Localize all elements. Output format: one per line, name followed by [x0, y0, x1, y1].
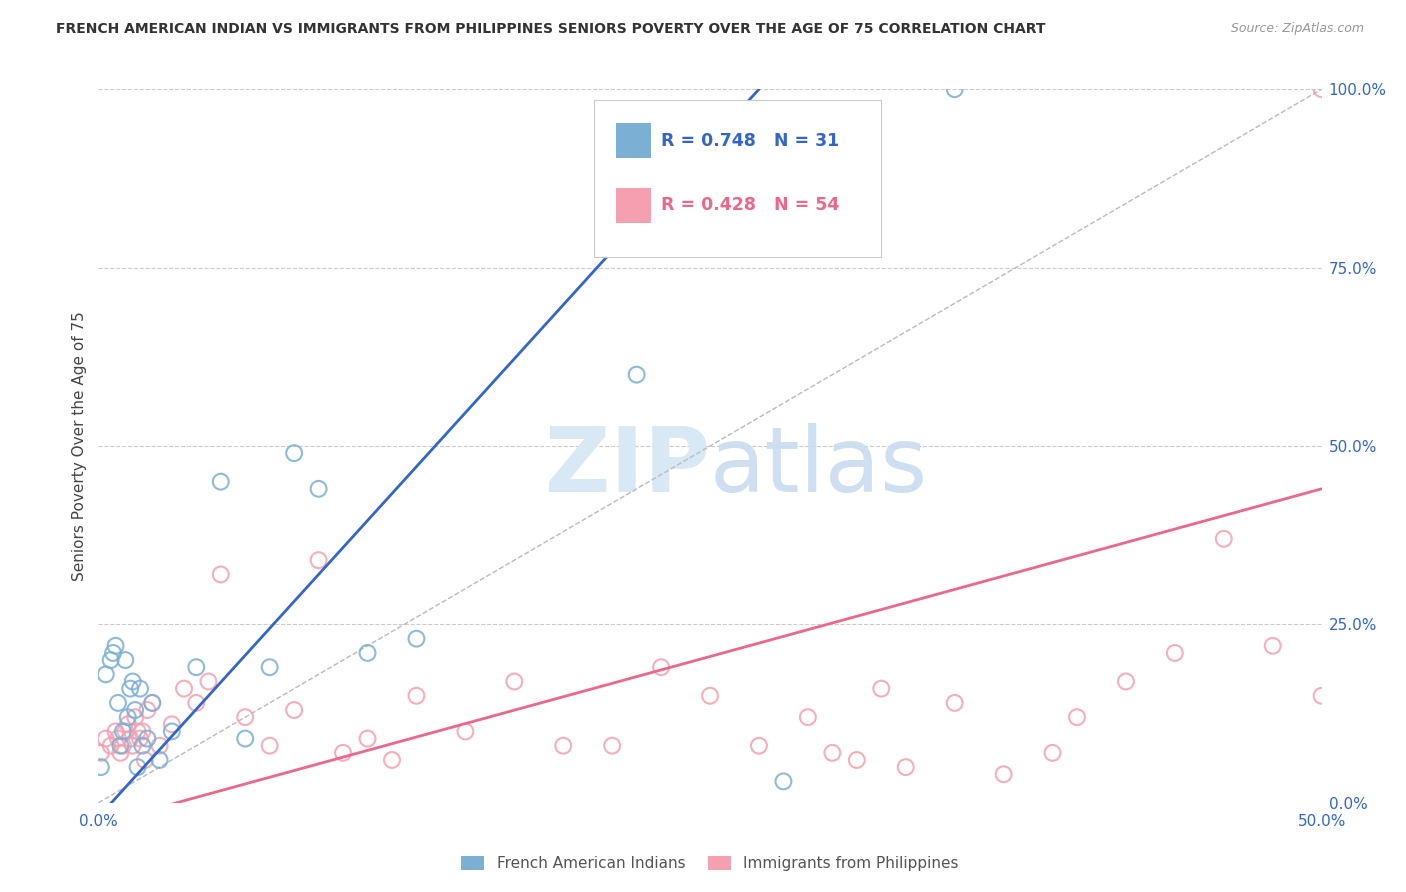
Point	[111, 739, 134, 753]
Point	[117, 717, 139, 731]
Point	[650, 660, 672, 674]
Point	[127, 760, 149, 774]
Point	[332, 746, 354, 760]
Point	[124, 710, 146, 724]
Point	[405, 689, 427, 703]
Y-axis label: Seniors Poverty Over the Age of 75: Seniors Poverty Over the Age of 75	[72, 311, 87, 581]
Point	[197, 674, 219, 689]
Point	[100, 739, 122, 753]
Point	[110, 739, 132, 753]
Point	[1212, 532, 1234, 546]
Point	[1310, 82, 1333, 96]
Point	[100, 653, 122, 667]
Point	[1042, 746, 1064, 760]
Point	[454, 724, 477, 739]
Point	[121, 674, 143, 689]
Point	[233, 710, 256, 724]
Point	[186, 660, 208, 674]
Point	[141, 696, 163, 710]
Point	[107, 731, 129, 746]
Point	[131, 724, 153, 739]
Point	[748, 739, 770, 753]
Point	[381, 753, 404, 767]
Point	[308, 482, 330, 496]
Point	[129, 681, 152, 696]
Point	[259, 739, 281, 753]
Point	[117, 710, 139, 724]
Point	[129, 731, 152, 746]
Point	[845, 753, 868, 767]
Point	[104, 724, 127, 739]
Point	[894, 760, 917, 774]
Point	[503, 674, 526, 689]
Point	[626, 368, 648, 382]
Point	[114, 653, 136, 667]
FancyBboxPatch shape	[593, 100, 882, 257]
Point	[772, 774, 794, 789]
Point	[600, 739, 623, 753]
Text: atlas: atlas	[710, 424, 928, 511]
Point	[356, 731, 378, 746]
Point	[797, 710, 820, 724]
Point	[110, 746, 132, 760]
Point	[111, 724, 134, 739]
Point	[1115, 674, 1137, 689]
Point	[136, 731, 159, 746]
Point	[149, 753, 172, 767]
Point	[209, 475, 232, 489]
Point	[149, 739, 172, 753]
Point	[1164, 646, 1187, 660]
Point	[124, 703, 146, 717]
Point	[141, 696, 163, 710]
Point	[104, 639, 127, 653]
Point	[259, 660, 281, 674]
Point	[173, 681, 195, 696]
Point	[308, 553, 330, 567]
Point	[160, 717, 183, 731]
Point	[1310, 689, 1333, 703]
Point	[94, 731, 117, 746]
Point	[943, 696, 966, 710]
Point	[699, 689, 721, 703]
Point	[136, 703, 159, 717]
Text: Source: ZipAtlas.com: Source: ZipAtlas.com	[1230, 22, 1364, 36]
Point	[90, 746, 112, 760]
Point	[993, 767, 1015, 781]
Point	[943, 82, 966, 96]
FancyBboxPatch shape	[616, 187, 651, 223]
Point	[121, 739, 143, 753]
FancyBboxPatch shape	[616, 123, 651, 159]
Text: R = 0.428   N = 54: R = 0.428 N = 54	[661, 196, 839, 214]
Point	[101, 646, 124, 660]
Point	[870, 681, 893, 696]
Point	[94, 667, 117, 681]
Point	[209, 567, 232, 582]
Point	[356, 646, 378, 660]
Point	[233, 731, 256, 746]
Point	[120, 681, 142, 696]
Point	[160, 724, 183, 739]
Point	[553, 739, 575, 753]
Legend: French American Indians, Immigrants from Philippines: French American Indians, Immigrants from…	[456, 850, 965, 877]
Point	[120, 731, 142, 746]
Point	[283, 703, 305, 717]
Point	[134, 753, 156, 767]
Point	[283, 446, 305, 460]
Point	[1261, 639, 1284, 653]
Point	[405, 632, 427, 646]
Point	[186, 696, 208, 710]
Text: R = 0.748   N = 31: R = 0.748 N = 31	[661, 132, 839, 150]
Point	[107, 696, 129, 710]
Point	[114, 724, 136, 739]
Text: FRENCH AMERICAN INDIAN VS IMMIGRANTS FROM PHILIPPINES SENIORS POVERTY OVER THE A: FRENCH AMERICAN INDIAN VS IMMIGRANTS FRO…	[56, 22, 1046, 37]
Point	[821, 746, 844, 760]
Point	[1066, 710, 1088, 724]
Point	[131, 739, 153, 753]
Text: ZIP: ZIP	[546, 424, 710, 511]
Point	[127, 724, 149, 739]
Point	[90, 760, 112, 774]
